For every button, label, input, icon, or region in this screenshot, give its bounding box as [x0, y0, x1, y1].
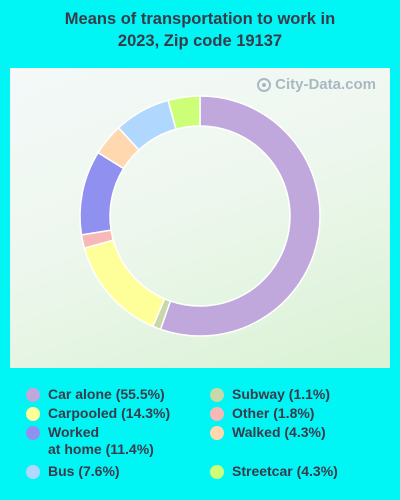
legend-label-car-alone: Car alone (55.5%) — [48, 386, 165, 402]
legend-label-walked: Walked (4.3%) — [232, 424, 326, 440]
legend: Car alone (55.5%) Carpooled (14.3%) Worked… — [26, 386, 386, 492]
legend-swatch-streetcar — [210, 465, 224, 479]
legend-item-bus: Bus (7.6%) — [26, 463, 120, 480]
legend-label-other: Other (1.8%) — [232, 405, 315, 421]
chart-panel: City-Data.com — [10, 68, 390, 368]
legend-item-other: Other (1.8%) — [210, 405, 314, 422]
legend-item-subway: Subway (1.1%) — [210, 386, 330, 403]
legend-item-carpooled: Carpooled (14.3%) — [26, 405, 170, 422]
legend-label-worked-at-home: Worked at home (11.4%) — [48, 424, 154, 457]
legend-swatch-car-alone — [26, 388, 40, 402]
legend-label-streetcar: Streetcar (4.3%) — [232, 463, 338, 479]
chart-title: Means of transportation to work in 2023,… — [64, 10, 336, 50]
watermark: City-Data.com — [257, 76, 376, 93]
legend-item-car-alone: Car alone (55.5%) — [26, 386, 165, 403]
slice-streetcar — [167, 95, 201, 131]
legend-item-streetcar: Streetcar (4.3%) — [210, 463, 338, 480]
donut-chart — [79, 95, 321, 337]
legend-swatch-subway — [210, 388, 224, 402]
legend-swatch-other — [210, 407, 224, 421]
legend-item-walked: Walked (4.3%) — [210, 424, 326, 441]
legend-label-carpooled: Carpooled (14.3%) — [48, 405, 171, 421]
legend-swatch-carpooled — [26, 407, 40, 421]
legend-swatch-worked-at-home — [26, 426, 40, 440]
legend-label-bus: Bus (7.6%) — [48, 463, 120, 479]
slice-car-alone — [159, 95, 321, 337]
legend-swatch-walked — [210, 426, 224, 440]
slice-carpooled — [83, 239, 166, 328]
watermark-text: City-Data.com — [275, 76, 376, 93]
legend-label-subway: Subway (1.1%) — [232, 386, 331, 402]
legend-item-worked-at-home: Worked at home (11.4%) — [26, 424, 154, 458]
city-data-logo-icon — [257, 77, 272, 92]
legend-swatch-bus — [26, 465, 40, 479]
